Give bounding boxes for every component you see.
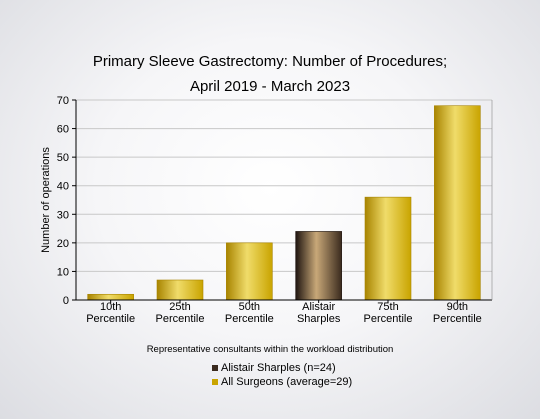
x-axis-title: Representative consultants within the wo… — [147, 344, 394, 355]
x-category-label: 25th Percentile — [156, 301, 205, 325]
bar — [156, 279, 204, 301]
legend-label: Alistair Sharples (n=24) — [221, 362, 336, 374]
y-tick-label: 20 — [57, 238, 69, 250]
x-category-label: 50th Percentile — [225, 301, 274, 325]
x-category-label-line: Percentile — [86, 313, 135, 325]
x-category-label-line: Percentile — [433, 313, 482, 325]
x-category-label: Alistair Sharples — [297, 301, 341, 325]
x-category-label-line: 10th — [100, 301, 121, 313]
legend-swatch — [212, 365, 218, 371]
y-tick-label: 40 — [57, 181, 69, 193]
x-category-label-line: Alistair — [302, 301, 335, 313]
chart-title-line: Primary Sleeve Gastrectomy: Number of Pr… — [93, 53, 447, 70]
x-category-label: 75th Percentile — [364, 301, 413, 325]
y-tick-label: 30 — [57, 209, 69, 221]
x-category-label-line: Percentile — [156, 313, 205, 325]
bar — [434, 105, 481, 301]
x-category-label-line: Sharples — [297, 313, 341, 325]
x-category-label: 10th Percentile — [86, 301, 135, 325]
legend-label: All Surgeons (average=29) — [221, 376, 352, 388]
bar-highlight — [295, 231, 342, 301]
x-category-label: 90th Percentile — [433, 301, 482, 325]
y-tick-label: 10 — [57, 266, 69, 278]
y-tick-label: 60 — [57, 124, 69, 136]
x-category-label-line: 25th — [169, 301, 190, 313]
y-tick-label: 70 — [57, 95, 69, 107]
y-tick-label: 0 — [63, 295, 69, 307]
x-category-label-line: Percentile — [225, 313, 274, 325]
x-category-label-line: Percentile — [364, 313, 413, 325]
x-category-label-line: 50th — [239, 301, 260, 313]
chart-title-line: April 2019 - March 2023 — [190, 78, 350, 95]
y-tick-label: 50 — [57, 152, 69, 164]
x-category-label-line: 75th — [377, 301, 398, 313]
bar — [226, 242, 273, 301]
bar — [364, 196, 412, 301]
bar — [87, 293, 134, 301]
legend-swatch — [212, 379, 218, 385]
y-axis-title: Number of operations — [40, 147, 52, 253]
x-category-label-line: 90th — [447, 301, 468, 313]
